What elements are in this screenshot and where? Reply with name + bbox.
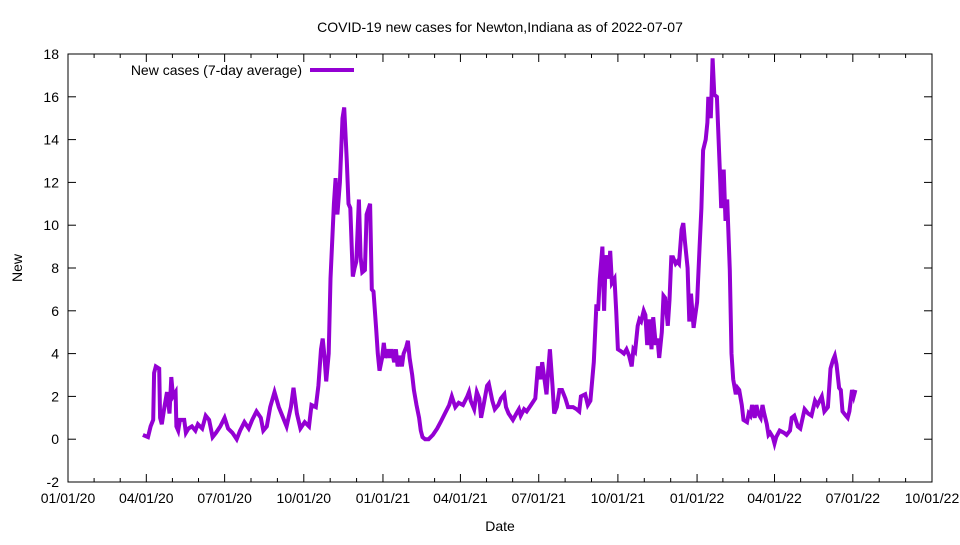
x-tick-label: 04/01/22 (747, 490, 802, 506)
y-tick-label: 14 (43, 132, 59, 148)
x-tick-label: 07/01/22 (826, 490, 881, 506)
x-tick-label: 10/01/22 (905, 490, 960, 506)
x-tick-label: 04/01/20 (119, 490, 174, 506)
y-tick-label: 2 (51, 388, 59, 404)
chart-title: COVID-19 new cases for Newton,Indiana as… (317, 19, 683, 35)
y-tick-label: 16 (43, 89, 59, 105)
x-tick-label: 01/01/22 (670, 490, 725, 506)
legend-label: New cases (7-day average) (131, 62, 302, 78)
x-tick-label: 10/01/21 (591, 490, 646, 506)
y-tick-label: 10 (43, 217, 59, 233)
y-tick-label: 8 (51, 260, 59, 276)
x-axis-label: Date (485, 518, 515, 534)
y-tick-label: 4 (51, 346, 59, 362)
y-tick-label: -2 (47, 474, 60, 490)
y-tick-label: 6 (51, 303, 59, 319)
y-axis-label: New (9, 253, 25, 282)
series-group (142, 58, 858, 452)
x-tick-label: 07/01/20 (197, 490, 252, 506)
plot-border (67, 53, 933, 483)
axes: -2 0 2 4 6 8 10 12 14 16 18 01/01/20 04/01/20 07/01/2… (41, 46, 960, 506)
x-tick-label: 01/01/21 (356, 490, 411, 506)
x-tick-label: 04/01/21 (433, 490, 488, 506)
series-line-new-cases (142, 58, 858, 452)
x-tick-label: 01/01/20 (41, 490, 96, 506)
x-tick-label: 10/01/20 (277, 490, 332, 506)
y-tick-label: 18 (43, 46, 59, 62)
y-tick-label: 0 (51, 431, 59, 447)
y-tick-label: 12 (43, 174, 59, 190)
x-tick-label: 07/01/21 (511, 490, 566, 506)
legend: New cases (7-day average) (131, 62, 354, 78)
